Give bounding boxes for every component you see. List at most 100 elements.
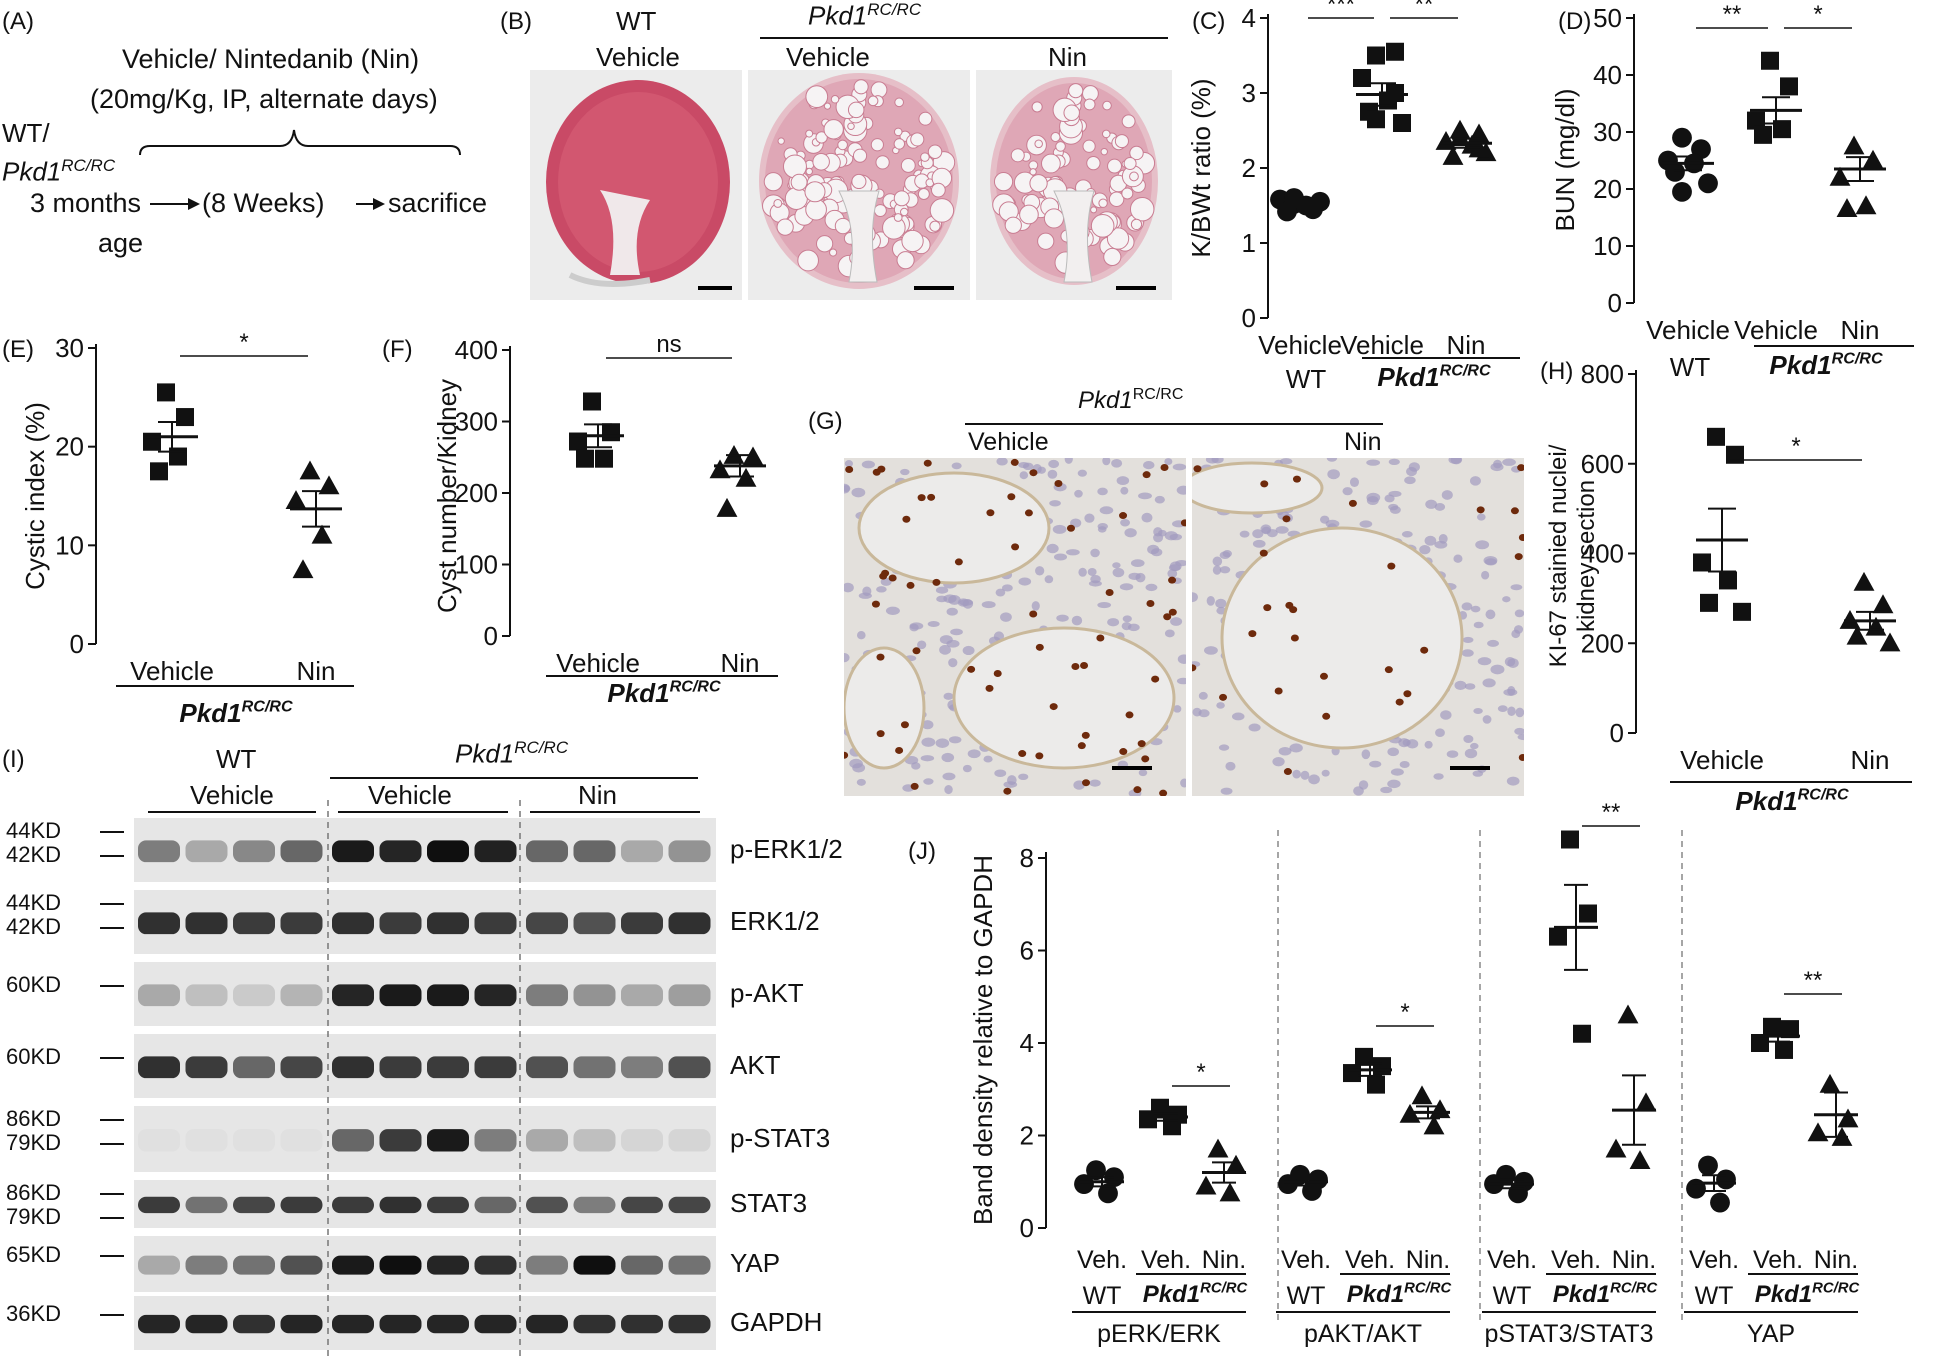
nucleus	[1087, 567, 1097, 576]
kidney-section-wt	[530, 70, 742, 300]
x-tick-label: Nin	[1446, 330, 1485, 360]
blot-protein-label: AKT	[730, 1050, 781, 1080]
panel-label-e: (E)	[2, 336, 34, 363]
blot-band	[573, 1129, 616, 1152]
renal-pelvis	[838, 190, 880, 283]
y-tick-label: 4	[1242, 3, 1256, 33]
nucleus	[1424, 535, 1437, 546]
nucleus	[1112, 562, 1121, 569]
cyst	[1004, 216, 1022, 234]
nucleus	[951, 462, 962, 470]
x-sublabel: WT	[1695, 1282, 1734, 1310]
y-axis-label: BUN (mg/dl)	[1550, 88, 1580, 231]
ki67-positive-nucleus	[967, 665, 976, 673]
cyst-lumen	[844, 646, 926, 770]
nucleus	[1018, 773, 1029, 781]
ki67-positive-nucleus	[888, 574, 897, 582]
data-point	[1629, 1150, 1651, 1170]
data-point	[1665, 162, 1685, 182]
nucleus	[1177, 654, 1186, 664]
significance-label: **	[1415, 0, 1434, 18]
data-point	[1865, 616, 1887, 636]
ki67-positive-nucleus	[1510, 507, 1519, 515]
blot-protein-label: p-AKT	[730, 978, 804, 1008]
ki67-positive-nucleus	[923, 459, 932, 467]
cyst	[1107, 158, 1122, 174]
ki67-positive-nucleus	[1517, 464, 1524, 472]
blot-size-marker: 79KD	[6, 1204, 62, 1229]
y-tick-label: 0	[1610, 718, 1624, 748]
data-point	[1163, 1117, 1181, 1136]
cyst	[894, 97, 904, 108]
blot-band	[427, 1056, 469, 1079]
nucleus	[1090, 548, 1100, 558]
data-point	[1754, 125, 1772, 144]
blot-band	[621, 1255, 663, 1275]
nucleus	[849, 758, 863, 769]
data-point	[1367, 46, 1385, 65]
ki67-positive-nucleus	[1518, 533, 1524, 541]
nucleus	[1461, 602, 1473, 611]
significance-label: *	[1400, 999, 1409, 1026]
nucleus	[1425, 499, 1438, 509]
y-tick-label: 300	[455, 407, 498, 437]
nucleus	[1266, 529, 1278, 538]
nucleus	[1278, 746, 1292, 756]
cyst	[893, 190, 910, 207]
cyst	[1123, 156, 1137, 170]
data-point	[299, 460, 321, 480]
nucleus	[1473, 621, 1484, 629]
nucleus	[943, 692, 954, 700]
nucleus	[1225, 761, 1236, 771]
nucleus	[1424, 740, 1433, 749]
data-point	[1423, 1115, 1445, 1135]
cyst	[929, 220, 941, 232]
nucleus	[1215, 598, 1227, 609]
panel-label-d: (D)	[1558, 8, 1592, 35]
cyst	[1114, 134, 1129, 149]
blot-size-marker: 65KD	[6, 1242, 62, 1267]
blot-band	[573, 1314, 616, 1334]
age-word: age	[98, 228, 144, 258]
blot-band	[621, 840, 663, 863]
ki67-positive-nucleus	[1260, 480, 1269, 488]
ki67-positive-nucleus	[1518, 753, 1524, 761]
data-point	[1617, 1004, 1639, 1024]
blot-image	[100, 800, 716, 1358]
data-point	[1747, 111, 1765, 130]
nucleus	[1349, 477, 1359, 488]
data-point	[576, 449, 594, 468]
x-group-label: Pkd1RC/RC	[1755, 1280, 1860, 1308]
cyst	[773, 198, 783, 208]
ki67-positive-nucleus	[1125, 711, 1134, 719]
y-tick-label: 200	[1581, 628, 1624, 658]
y-tick-label: 30	[55, 333, 84, 363]
blot-band	[185, 1196, 228, 1214]
ki67-positive-nucleus	[1168, 608, 1177, 616]
nucleus	[1176, 677, 1186, 685]
nucleus	[1056, 614, 1069, 622]
ki67-positive-nucleus	[1263, 604, 1272, 612]
genotype-wt: WT/	[2, 118, 50, 148]
ki67-positive-nucleus	[1081, 731, 1090, 739]
y-tick-label: 100	[455, 550, 498, 580]
cyst	[931, 182, 946, 198]
data-point	[1853, 571, 1875, 591]
nucleus	[1122, 615, 1132, 623]
nucleus	[1205, 458, 1219, 464]
nucleus	[1406, 466, 1418, 477]
blot-band	[379, 984, 422, 1007]
nucleus	[1143, 461, 1155, 470]
blot-band	[233, 1255, 275, 1275]
nucleus	[1077, 469, 1087, 477]
data-point	[1219, 1182, 1241, 1202]
ki67-positive-nucleus	[1010, 458, 1019, 466]
blot-band	[332, 1255, 374, 1275]
nucleus	[1167, 569, 1178, 579]
cyst	[1129, 171, 1139, 182]
cyst	[927, 144, 943, 159]
ki67-positive-nucleus	[1476, 506, 1485, 514]
blot-band	[621, 984, 663, 1007]
y-axis-label: Cyst number/Kidney	[432, 379, 462, 613]
ki67-positive-nucleus	[1282, 515, 1291, 523]
